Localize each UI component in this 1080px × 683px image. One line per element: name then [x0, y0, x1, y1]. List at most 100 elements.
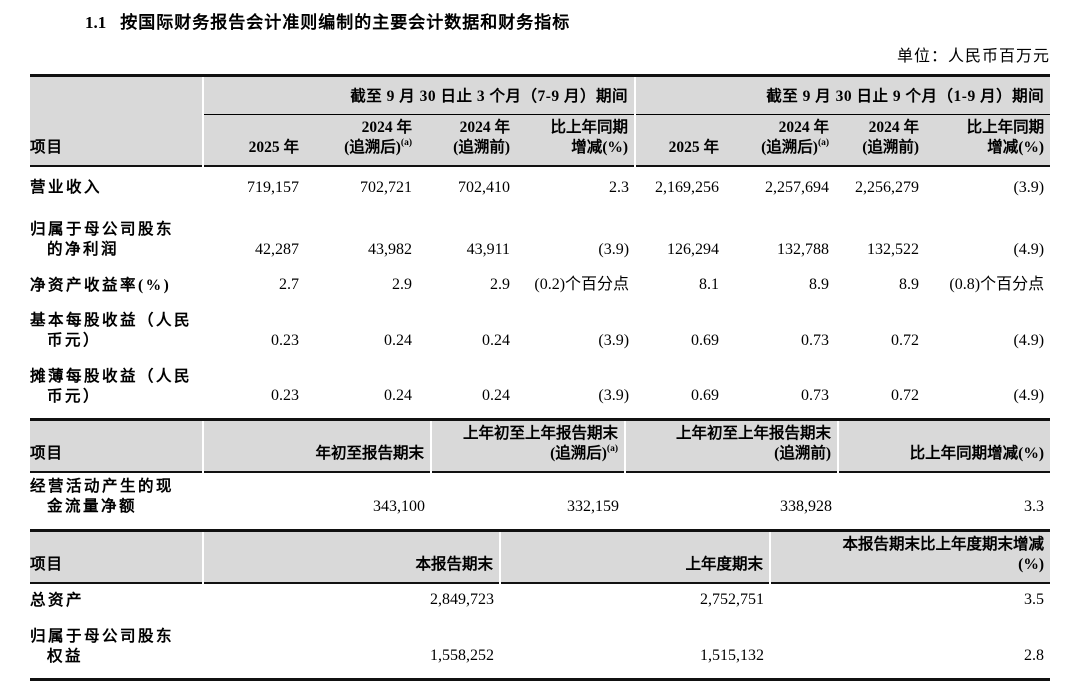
- col-header-y-2025: 2025 年: [634, 114, 726, 167]
- value-cell: 0.73: [801, 387, 830, 404]
- col-header-y-2024-restated: 2024 年 (追溯后)(a): [725, 114, 836, 167]
- value-cell: 2,849,723: [430, 591, 494, 608]
- header-spacer: [30, 75, 203, 115]
- value-cell: (3.9): [598, 387, 630, 404]
- unit-note: 单位：人民币百万元: [896, 48, 1050, 65]
- value-cell: (0.2)个百分点: [534, 276, 630, 294]
- value-cell: 8.9: [899, 276, 920, 294]
- value-cell: (4.9): [1013, 387, 1045, 404]
- page-title: 1.1 按国际财务报告会计准则编制的主要会计数据和财务指标: [30, 8, 1050, 33]
- value-cell: 1,558,252: [430, 647, 494, 664]
- value-cell: 2.9: [392, 276, 412, 294]
- value-cell: 0.24: [384, 331, 412, 349]
- col-header-item: 项目: [30, 419, 203, 473]
- group-header-q3: 截至 9 月 30 日止 3 个月（7-9 月）期间: [201, 75, 636, 115]
- value-cell: 8.9: [809, 276, 830, 294]
- footnote-a-marker: (a): [817, 138, 830, 149]
- value-cell: (3.9): [1013, 178, 1045, 196]
- value-cell: 0.72: [891, 331, 920, 349]
- table-row-roe: 净资产收益率(%) 2.7 2.9 2.9 (0.2)个百分点 8.1 8.9 …: [30, 271, 1050, 307]
- value-cell: 2,257,694: [765, 178, 830, 196]
- value-cell: 0.69: [691, 387, 720, 404]
- table-row-diluted-eps: 摊薄每股收益（人民 币元） 0.23 0.24 0.24 (3.9) 0.69 0…: [30, 363, 1050, 418]
- table-row-operating-cashflow: 经营活动产生的现 金流量净额 343,100 332,159 338,928 3.…: [30, 472, 1050, 528]
- value-cell: 3.3: [1024, 497, 1044, 515]
- row-label: 归属于母公司股东 的净利润: [30, 221, 175, 259]
- value-cell: 332,159: [567, 497, 619, 515]
- row-label: 基本每股收益（人民 币元）: [30, 312, 193, 350]
- value-cell: 2,169,256: [655, 178, 720, 196]
- col-header-y-yoy-change: 比上年同期 增减(%): [925, 114, 1051, 167]
- value-cell: (4.9): [1013, 240, 1045, 258]
- value-cell: 343,100: [373, 497, 425, 515]
- value-cell: 0.23: [271, 387, 299, 404]
- table-balance: 项目 本报告期末 上年度期末 本报告期末比上年度期末增减 (%) 总资产 2,8…: [30, 528, 1050, 681]
- value-cell: 3.5: [1024, 591, 1044, 608]
- value-cell: 338,928: [780, 497, 832, 515]
- value-cell: 1,515,132: [700, 647, 764, 664]
- col-header-item: 项目: [30, 530, 203, 583]
- col-header-ytd-prior-original: 上年初至上年报告期末 (追溯前): [624, 419, 838, 473]
- value-cell: 2,256,279: [855, 178, 920, 196]
- table-ytd-header: 项目 年初至报告期末 上年初至上年报告期末 (追溯后)(a) 上年初至上年报告期…: [30, 419, 1050, 473]
- value-cell: 2.7: [279, 276, 299, 294]
- value-cell: 132,522: [867, 240, 920, 258]
- col-header-y-2024-original: 2024 年 (追溯前): [835, 114, 926, 167]
- value-cell: 2.9: [490, 276, 510, 294]
- value-cell: 2.3: [609, 178, 630, 196]
- value-cell: 702,721: [360, 178, 412, 196]
- value-cell: 8.1: [699, 276, 720, 294]
- value-cell: (0.8)个百分点: [949, 276, 1045, 294]
- table-row-equity: 归属于母公司股东 权益 1,558,252 1,515,132 2.8: [30, 622, 1050, 680]
- row-label: 经营活动产生的现 金流量净额: [30, 478, 175, 516]
- value-cell: 0.69: [691, 331, 720, 349]
- col-header-q-2025: 2025 年: [202, 114, 305, 167]
- row-label: 营业收入: [30, 179, 103, 197]
- value-cell: 43,982: [368, 240, 412, 258]
- row-label: 净资产收益率(%): [30, 277, 172, 295]
- col-header-item: 项目: [30, 114, 203, 167]
- col-header-ytd-yoy-change: 比上年同期增减(%): [837, 419, 1050, 473]
- value-cell: (4.9): [1013, 331, 1045, 349]
- table-row-revenue: 营业收入 719,157 702,721 702,410 2.3 2,169,2…: [30, 166, 1050, 209]
- table-ytd-cashflow: 项目 年初至报告期末 上年初至上年报告期末 (追溯后)(a) 上年初至上年报告期…: [30, 417, 1050, 529]
- section-title-text: 按国际财务报告会计准则编制的主要会计数据和财务指标: [120, 13, 571, 32]
- value-cell: (3.9): [598, 331, 630, 349]
- value-cell: (3.9): [598, 240, 630, 258]
- col-header-period-end-change: 本报告期末比上年度期末增减 (%): [769, 530, 1050, 583]
- table-period-figures: 截至 9 月 30 日止 3 个月（7-9 月）期间 截至 9 月 30 日止 …: [30, 74, 1051, 418]
- col-header-ytd-prior-restated: 上年初至上年报告期末 (追溯后)(a): [430, 419, 625, 473]
- table-row-total-assets: 总资产 2,849,723 2,752,751 3.5: [30, 583, 1050, 622]
- col-header-prior-year-end: 上年度期末: [499, 530, 770, 583]
- footnote-a-marker: (a): [400, 138, 412, 149]
- col-header-current-period-end: 本报告期末: [202, 530, 500, 583]
- value-cell: 0.72: [891, 387, 920, 404]
- row-label: 摊薄每股收益（人民 币元）: [30, 367, 193, 405]
- value-cell: 132,788: [777, 240, 830, 258]
- table-balance-header: 项目 本报告期末 上年度期末 本报告期末比上年度期末增减 (%): [30, 530, 1050, 583]
- col-header-ytd-current: 年初至报告期末: [202, 419, 431, 473]
- row-label: 归属于母公司股东 权益: [30, 627, 175, 665]
- value-cell: 0.23: [271, 331, 299, 349]
- value-cell: 0.73: [801, 331, 830, 349]
- value-cell: 2,752,751: [700, 591, 764, 608]
- col-header-q-yoy-change: 比上年同期 增减(%): [516, 114, 636, 167]
- value-cell: 2.8: [1024, 647, 1044, 664]
- value-cell: 42,287: [255, 240, 299, 258]
- footnote-a-marker: (a): [606, 443, 618, 454]
- value-cell: 126,294: [667, 240, 720, 258]
- section-number: 1.1: [85, 13, 107, 32]
- table-row-net-profit: 归属于母公司股东 的净利润 42,287 43,982 43,911 (3.9) …: [30, 209, 1050, 271]
- value-cell: 0.24: [482, 387, 510, 404]
- col-header-q-2024-restated: 2024 年 (追溯后)(a): [305, 114, 418, 167]
- value-cell: 43,911: [466, 240, 510, 258]
- group-header-9m: 截至 9 月 30 日止 9 个月（1-9 月）期间: [634, 75, 1051, 115]
- value-cell: 702,410: [458, 178, 510, 196]
- col-header-q-2024-original: 2024 年 (追溯前): [418, 114, 516, 167]
- table-row-basic-eps: 基本每股收益（人民 币元） 0.23 0.24 0.24 (3.9) 0.69 0…: [30, 307, 1050, 362]
- value-cell: 0.24: [384, 387, 412, 404]
- value-cell: 719,157: [247, 178, 299, 196]
- value-cell: 0.24: [482, 331, 510, 349]
- table-period-header: 截至 9 月 30 日止 3 个月（7-9 月）期间 截至 9 月 30 日止 …: [30, 75, 1051, 167]
